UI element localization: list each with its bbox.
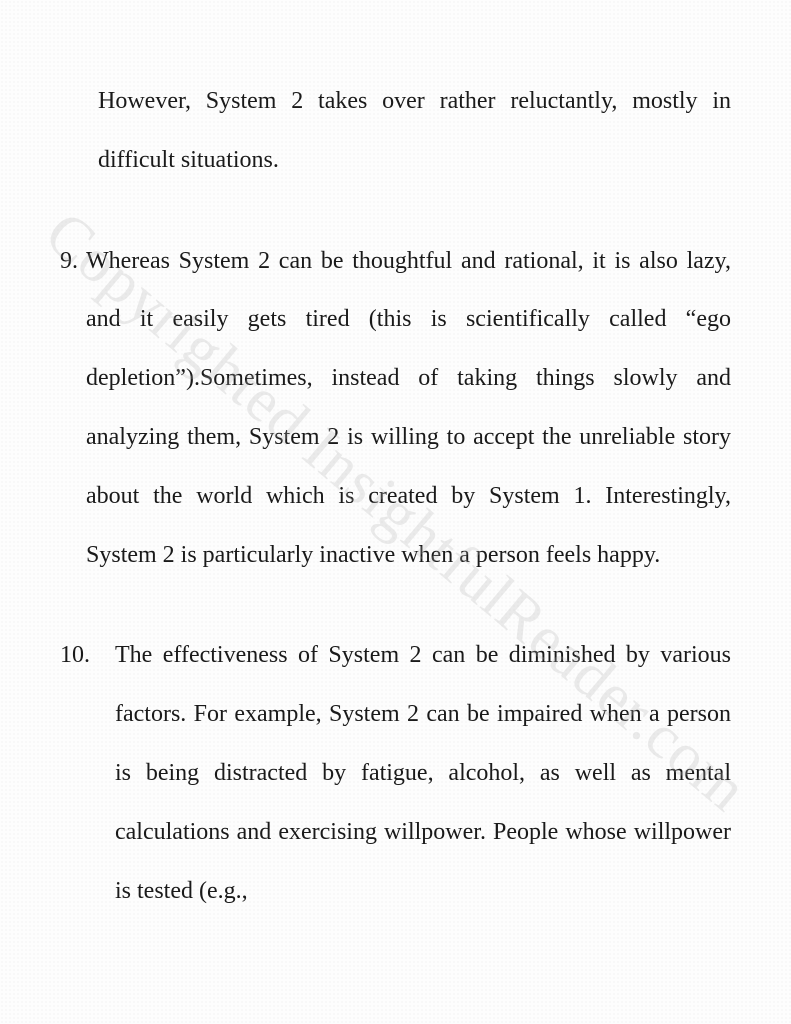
page-content: However, System 2 takes over rather relu…: [0, 0, 791, 1022]
list-number-10: 10.: [60, 626, 115, 920]
list-text-9: Whereas System 2 can be thoughtful and r…: [86, 232, 731, 585]
continuation-paragraph: However, System 2 takes over rather relu…: [98, 72, 731, 190]
list-text-10: The effectiveness of System 2 can be dim…: [115, 626, 731, 920]
list-item-9: 9. Whereas System 2 can be thoughtful an…: [60, 232, 731, 585]
list-number-9: 9.: [60, 232, 86, 585]
list-item-10: 10. The effectiveness of System 2 can be…: [60, 626, 731, 920]
